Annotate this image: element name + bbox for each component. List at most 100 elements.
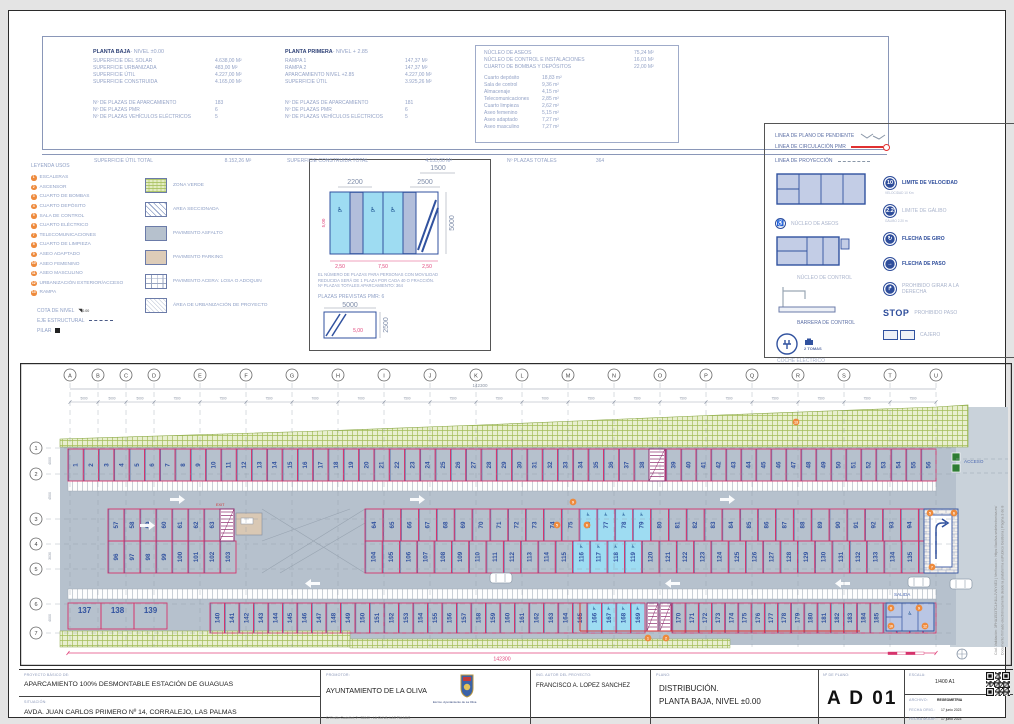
svg-text:117: 117 xyxy=(596,551,603,562)
pmr-note-line: REDUCIDA SERÁ DE 1 PLAZA POR CADA 40 O F… xyxy=(318,277,435,283)
svg-text:ACCESO: ACCESO xyxy=(964,459,984,464)
svg-text:21: 21 xyxy=(379,461,386,468)
legend-nucleo-aseos: ♿ NÚCLEO DE ASEOS xyxy=(775,218,900,229)
svg-text:L: L xyxy=(520,373,523,379)
legend-uso-item: 11 ASEO MASCULINO xyxy=(31,270,83,277)
svg-text:113: 113 xyxy=(526,551,533,562)
summary-total: SUPERFICIE CONSTRUIDA TOTAL 4.155,00 M² xyxy=(287,158,453,164)
stair-core xyxy=(648,448,666,482)
svg-text:134: 134 xyxy=(890,551,897,562)
svg-text:M: M xyxy=(566,373,571,379)
speed-limit-sign-icon: 10 xyxy=(883,176,897,190)
svg-text:23: 23 xyxy=(409,461,416,468)
legend-proyeccion: LINEA DE PROYECCIÓN xyxy=(775,158,900,164)
axis-line-icon xyxy=(88,320,113,322)
svg-text:47: 47 xyxy=(791,461,798,468)
svg-text:25: 25 xyxy=(440,461,447,468)
summary-row: CUARTO DE BOMBAS Y DEPÓSITOS 22,00 M² xyxy=(484,64,654,70)
date-original: 17 junio 2023 xyxy=(941,708,962,712)
svg-text:7500: 7500 xyxy=(219,397,226,401)
svg-text:105: 105 xyxy=(388,551,395,562)
summary-divider xyxy=(42,154,887,155)
svg-text:44: 44 xyxy=(746,461,753,468)
svg-text:35: 35 xyxy=(593,461,600,468)
svg-text:146: 146 xyxy=(301,612,308,623)
svg-text:39: 39 xyxy=(671,461,678,468)
legend-uso-item: 13 RAMPA xyxy=(31,290,57,296)
svg-text:SALIDA: SALIDA xyxy=(894,592,911,597)
author-name: FRANCISCO A. LOPEZ SANCHEZ xyxy=(536,683,631,689)
svg-text:Cód. Validación: 3FHA1533TCLH1: Cód. Validación: 3FHA1533TCLH1LLJVNY4E3 … xyxy=(994,506,998,655)
promotor-address: C/ Emilio Castellot, 2 - 35640 - LA OLIV… xyxy=(326,716,411,720)
stair-core xyxy=(659,602,672,632)
svg-text:7500: 7500 xyxy=(771,397,778,401)
galibo-caption: GÁLIBO 2.20 m xyxy=(885,219,908,223)
svg-text:174: 174 xyxy=(728,612,735,623)
summary-row: SUPERFICIE DEL SOLAR 4.638,00 M² xyxy=(93,58,242,64)
lane-arrow-icon xyxy=(835,579,850,588)
svg-text:18: 18 xyxy=(333,461,340,468)
legend-cajero: CAJERO xyxy=(883,330,1011,340)
svg-text:63: 63 xyxy=(209,521,216,528)
summary-row: RAMPA 1 147,37 M² xyxy=(285,58,428,64)
legend-coche-label: COCHE ELÉCTRICO xyxy=(777,358,826,364)
svg-text:132: 132 xyxy=(855,551,862,562)
svg-text:3: 3 xyxy=(103,463,110,467)
svg-text:120: 120 xyxy=(647,551,654,562)
svg-text:5,00: 5,00 xyxy=(321,218,326,227)
svg-text:79: 79 xyxy=(639,521,646,528)
svg-text:96: 96 xyxy=(113,553,120,560)
svg-text:83: 83 xyxy=(710,521,717,528)
svg-text:90: 90 xyxy=(835,521,842,528)
svg-text:7,50: 7,50 xyxy=(378,264,388,270)
svg-text:7500: 7500 xyxy=(817,397,824,401)
svg-text:99: 99 xyxy=(161,553,168,560)
svg-text:130: 130 xyxy=(820,551,827,562)
legend-hatch-item: PAVIMENTO PARKING xyxy=(145,245,303,269)
svg-text:32: 32 xyxy=(547,461,554,468)
svg-text:101: 101 xyxy=(193,551,200,562)
svg-text:98: 98 xyxy=(145,553,152,560)
svg-text:B: B xyxy=(96,373,100,379)
summary-row: Nº DE PLAZAS VEHÍCULOS ELÉCTRICOS 5 xyxy=(285,114,408,120)
svg-text:81: 81 xyxy=(674,521,681,528)
svg-text:29: 29 xyxy=(501,461,508,468)
legend-uso-item: 3 CUARTO DE BOMBAS xyxy=(31,194,90,200)
svg-text:160: 160 xyxy=(504,612,511,623)
clearance-sign-icon: 2.2 xyxy=(883,204,897,218)
svg-text:66: 66 xyxy=(407,521,414,528)
svg-text:169: 169 xyxy=(635,612,642,623)
qr-code xyxy=(986,672,1010,696)
svg-text:155: 155 xyxy=(432,612,439,623)
svg-text:7000: 7000 xyxy=(357,397,364,401)
svg-text:7500: 7500 xyxy=(403,397,410,401)
title-block: PROYECTO BÁSICO DE: APARCAMIENTO 100% DE… xyxy=(19,669,1013,724)
svg-text:166: 166 xyxy=(591,612,598,623)
svg-text:C: C xyxy=(124,373,128,379)
scale-value: 1/400 A1 xyxy=(935,679,955,685)
svg-text:161: 161 xyxy=(519,612,526,623)
svg-text:6: 6 xyxy=(149,463,156,467)
svg-text:♿: ♿ xyxy=(607,606,611,611)
lane-arrow-icon xyxy=(665,579,680,588)
project-address: AVDA. JUAN CARLOS PRIMERO Nº 14, CORRALE… xyxy=(24,709,237,716)
svg-text:40: 40 xyxy=(686,461,693,468)
svg-text:128: 128 xyxy=(786,551,793,562)
summary-total: Nº PLAZAS TOTALES 364 xyxy=(507,158,605,164)
la-oliva-crest-icon xyxy=(460,674,474,698)
svg-text:103: 103 xyxy=(225,551,232,562)
legend-uso-item: 6 CUARTO ELÉCTRICO xyxy=(31,223,89,229)
svg-text:53: 53 xyxy=(881,461,888,468)
svg-text:142300: 142300 xyxy=(493,657,510,663)
stop-sign-icon: STOP xyxy=(883,308,910,318)
svg-text:60: 60 xyxy=(161,521,168,528)
svg-text:41: 41 xyxy=(701,461,708,468)
legend-number-icon: 13 xyxy=(31,290,37,296)
project-title: APARCAMIENTO 100% DESMONTABLE ESTACIÓN D… xyxy=(24,681,234,688)
svg-text:A: A xyxy=(68,373,72,379)
svg-text:7500: 7500 xyxy=(909,397,916,401)
svg-text:2500: 2500 xyxy=(417,179,433,186)
svg-text:♿: ♿ xyxy=(586,512,590,517)
svg-text:♿: ♿ xyxy=(908,611,912,617)
